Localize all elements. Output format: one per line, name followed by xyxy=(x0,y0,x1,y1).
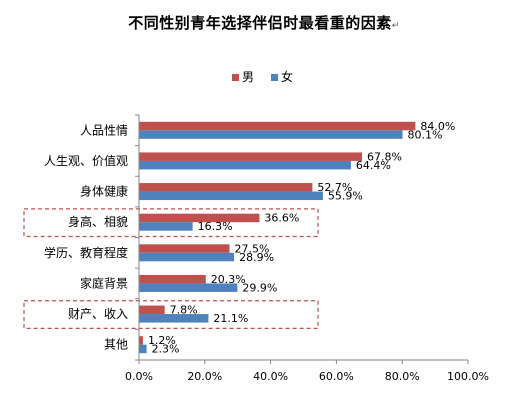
data-label-female: 64.4% xyxy=(356,159,391,172)
bar-female xyxy=(139,191,323,201)
bar-male xyxy=(139,121,416,131)
x-tick-label: 60.0% xyxy=(319,370,354,383)
category-label: 人品性情 xyxy=(80,123,128,137)
x-tick-label: 80.0% xyxy=(385,370,420,383)
category-label: 家庭背景 xyxy=(80,275,128,290)
data-label-female: 28.9% xyxy=(239,251,274,264)
data-label-male: 36.6% xyxy=(264,212,299,225)
bar-female xyxy=(139,283,238,292)
legend-swatch-female xyxy=(271,74,278,81)
bar-male xyxy=(139,152,363,161)
x-tick-label: 100.0% xyxy=(447,370,489,383)
bar-male xyxy=(139,336,143,345)
data-label-female: 21.1% xyxy=(213,312,248,325)
legend-swatch-male xyxy=(232,74,239,81)
data-label-male: 1.2% xyxy=(148,334,176,347)
highlight-box xyxy=(23,300,319,329)
chart-title-row: 不同性别青年选择伴侣时最看重的因素↵ xyxy=(0,12,528,33)
bar-female xyxy=(139,130,403,139)
category-label: 财产、收入 xyxy=(68,307,128,321)
data-label-male: 52.7% xyxy=(317,181,352,194)
bar-male xyxy=(139,305,165,315)
highlight-box xyxy=(23,208,319,238)
data-label-female: 2.3% xyxy=(152,343,180,356)
data-label-female: 80.1% xyxy=(408,128,443,141)
category-label: 人生观、价值观 xyxy=(44,153,128,168)
bar-male xyxy=(139,183,313,192)
legend-label-female: 女 xyxy=(281,69,293,84)
return-mark-icon: ↵ xyxy=(391,21,400,31)
bar-female xyxy=(139,160,351,170)
x-tick-label: 0.0% xyxy=(125,370,153,383)
bar-male xyxy=(139,244,230,253)
bar-female xyxy=(139,222,193,231)
x-tick-label: 20.0% xyxy=(187,370,222,383)
data-label-male: 67.8% xyxy=(367,150,402,163)
chart-title: 不同性别青年选择伴侣时最看重的因素 xyxy=(128,14,392,32)
category-label: 学历、教育程度 xyxy=(44,245,128,260)
data-label-male: 20.3% xyxy=(211,273,246,286)
data-label-male: 27.5% xyxy=(234,242,269,255)
bar-male xyxy=(139,213,260,223)
bar-female xyxy=(139,314,209,323)
bar-male xyxy=(139,274,206,284)
data-label-female: 55.9% xyxy=(328,190,363,203)
x-tick-label: 40.0% xyxy=(253,370,288,383)
bar-female xyxy=(139,252,235,262)
data-label-male: 84.0% xyxy=(420,120,455,133)
bar-female xyxy=(139,344,147,354)
data-label-female: 29.9% xyxy=(242,281,277,294)
category-label: 身高、相貌 xyxy=(68,214,128,229)
legend-label-male: 男 xyxy=(242,70,254,84)
data-label-female: 16.3% xyxy=(198,220,233,233)
data-label-male: 7.8% xyxy=(170,304,198,317)
category-label: 身体健康 xyxy=(80,184,128,199)
category-label: 其他 xyxy=(104,338,128,352)
